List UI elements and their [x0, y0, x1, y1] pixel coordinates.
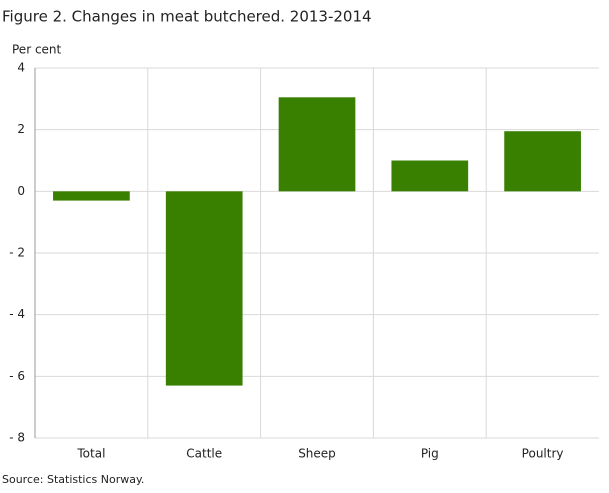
- y-axis-label: Per cent: [12, 43, 62, 57]
- y-tick-label: - 2: [9, 246, 25, 260]
- x-tick-label: Sheep: [298, 447, 336, 461]
- bar: [504, 131, 581, 192]
- x-tick-label: Total: [76, 447, 105, 461]
- y-tick-label: - 6: [9, 369, 25, 383]
- x-tick-label: Poultry: [522, 447, 564, 461]
- x-tick-label: Cattle: [186, 447, 222, 461]
- y-tick-label: 4: [17, 61, 25, 75]
- bar: [278, 97, 356, 192]
- chart-title: Figure 2. Changes in meat butchered. 201…: [2, 8, 372, 26]
- y-tick-label: 2: [17, 122, 25, 136]
- bar: [165, 191, 243, 386]
- bar: [53, 191, 130, 201]
- y-tick-label: - 4: [9, 307, 25, 321]
- bar: [391, 160, 469, 192]
- x-tick-label: Pig: [421, 447, 439, 461]
- y-tick-label: - 8: [9, 431, 25, 445]
- source: Source: Statistics Norway.: [2, 473, 144, 486]
- y-tick-label: 0: [17, 184, 25, 198]
